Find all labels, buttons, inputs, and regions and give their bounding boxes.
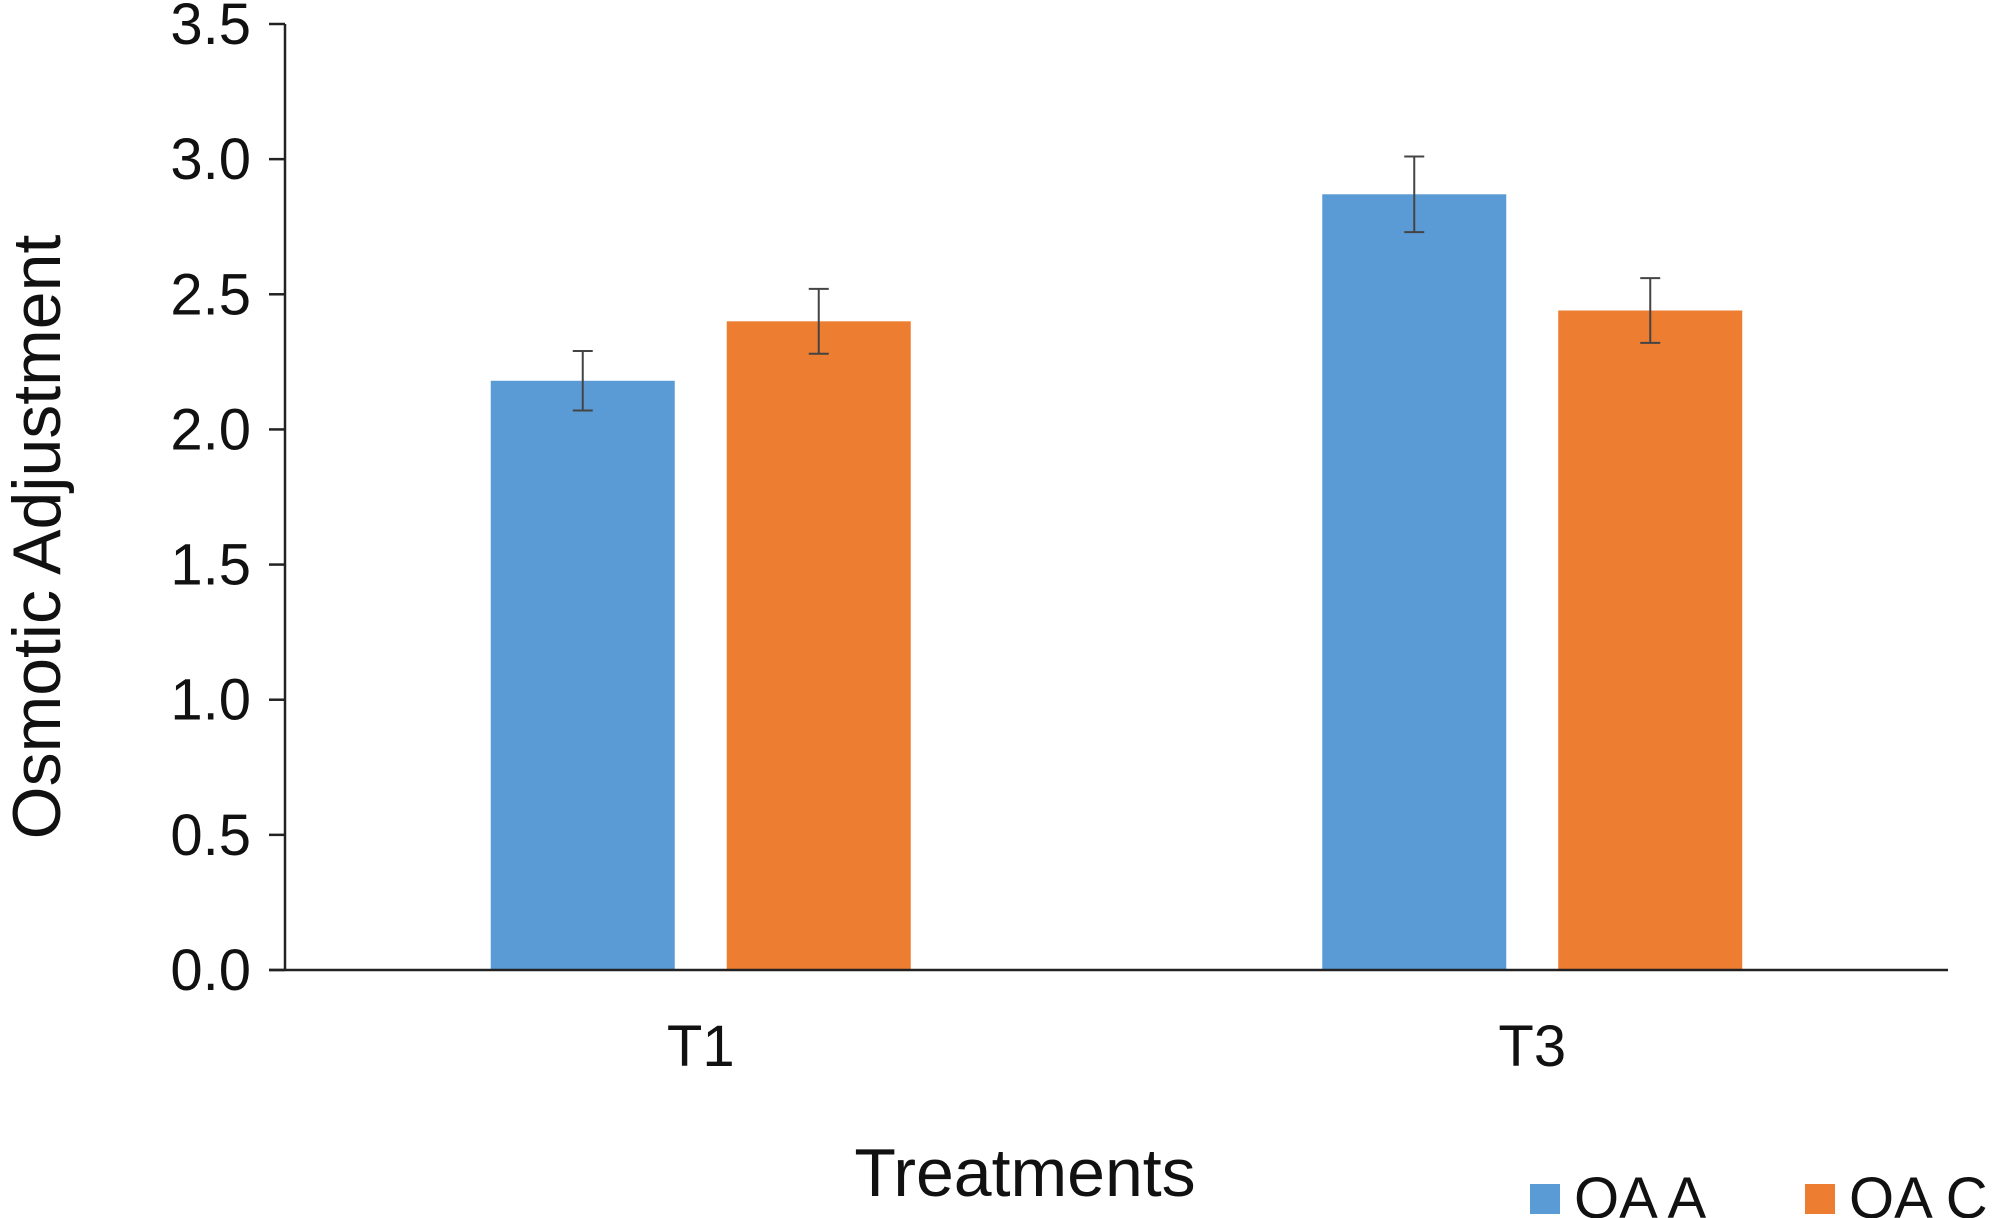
y-axis-title: Osmotic Adjustment bbox=[0, 235, 75, 840]
y-tick-label: 1.5 bbox=[170, 533, 251, 598]
bar-oa-a-t3 bbox=[1322, 194, 1507, 970]
x-axis-category-labels: T1 T3 bbox=[667, 1014, 1566, 1079]
y-tick-label: 2.5 bbox=[170, 262, 251, 327]
x-category-label: T1 bbox=[667, 1014, 735, 1079]
y-tick-label: 3.5 bbox=[170, 0, 251, 57]
x-category-label: T3 bbox=[1498, 1014, 1566, 1079]
legend-swatch bbox=[1805, 1184, 1835, 1214]
y-tick-label: 2.0 bbox=[170, 397, 251, 462]
bar-oa-a-t1 bbox=[490, 380, 675, 971]
y-tick-label: 3.0 bbox=[170, 127, 251, 192]
error-bars-group bbox=[572, 155, 1661, 412]
y-tick-label: 0.0 bbox=[170, 938, 251, 1003]
legend-swatch bbox=[1530, 1184, 1560, 1214]
legend: OA A OA C bbox=[1530, 1166, 1988, 1218]
y-tick-label: 0.5 bbox=[170, 803, 251, 868]
y-tick-label: 1.0 bbox=[170, 668, 251, 733]
bars-group bbox=[490, 194, 1743, 971]
legend-label: OA A bbox=[1574, 1166, 1707, 1218]
legend-label: OA C bbox=[1849, 1166, 1988, 1218]
bar-oa-c-t1 bbox=[726, 321, 911, 970]
bar-oa-c-t3 bbox=[1558, 310, 1743, 970]
x-axis-title: Treatments bbox=[854, 1135, 1195, 1211]
y-axis-ticks: 0.0 0.5 1.0 1.5 2.0 2.5 3.0 3.5 bbox=[170, 0, 285, 1003]
